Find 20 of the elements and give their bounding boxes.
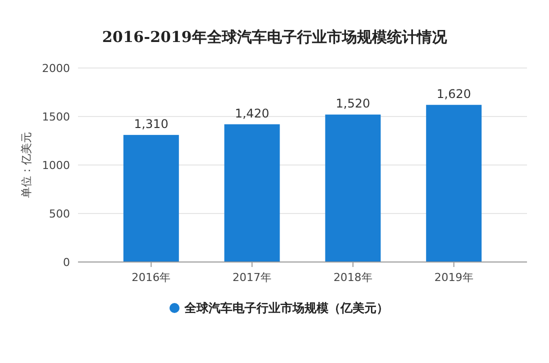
y-tick-label: 2000 [42, 62, 70, 75]
y-tick-label: 1500 [42, 110, 70, 124]
bar [325, 114, 381, 262]
y-tick-label: 1000 [42, 159, 70, 172]
y-axis-title: 单位：亿美元 [20, 132, 33, 198]
y-tick-label: 500 [49, 208, 70, 220]
legend-label: 全球汽车电子行业市场规模（亿美元） [184, 301, 388, 315]
x-tick-label: 2017年 [232, 271, 272, 284]
bar [426, 104, 482, 262]
data-label: 1,420 [234, 106, 270, 120]
data-label: 1,520 [336, 96, 370, 111]
bar [224, 124, 280, 262]
data-label: 1,310 [134, 116, 168, 131]
x-tick-label: 2016年 [132, 271, 171, 284]
x-tick-label: 2018年 [333, 271, 372, 284]
y-tick-label: 0 [63, 256, 70, 269]
x-tick-label: 2019年 [434, 271, 474, 284]
chart-title: 2016-2019年全球汽车电子行业市场规模统计情况 [102, 28, 448, 46]
bar [123, 134, 179, 262]
data-label: 1,620 [436, 86, 472, 101]
